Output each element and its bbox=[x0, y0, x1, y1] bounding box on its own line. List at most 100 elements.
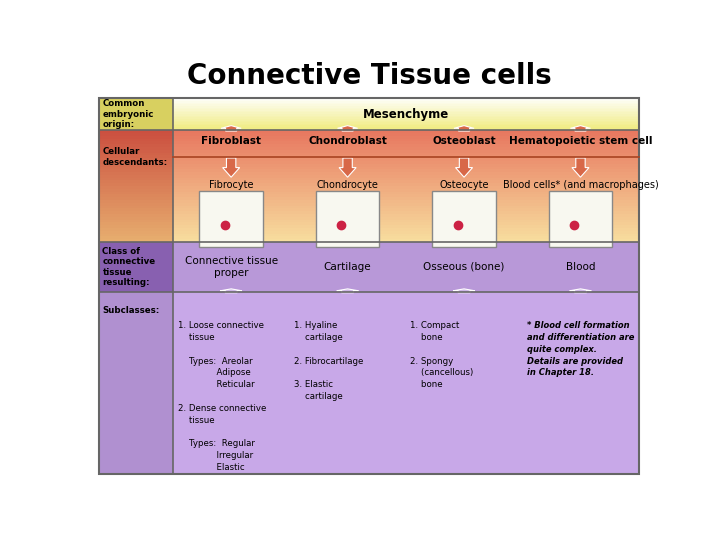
Bar bbox=[173, 156, 639, 158]
Bar bbox=[99, 180, 173, 183]
Bar bbox=[173, 214, 639, 217]
Bar bbox=[99, 175, 173, 178]
Bar bbox=[173, 147, 639, 150]
Bar bbox=[173, 166, 639, 170]
Bar bbox=[173, 222, 639, 225]
Bar bbox=[99, 141, 173, 144]
Bar bbox=[99, 233, 173, 237]
Bar bbox=[99, 222, 173, 225]
Bar bbox=[173, 203, 639, 206]
Bar bbox=[173, 150, 639, 153]
Bar bbox=[173, 120, 639, 122]
Bar bbox=[99, 203, 173, 206]
Polygon shape bbox=[337, 289, 359, 293]
Text: Hematopoietic stem cell: Hematopoietic stem cell bbox=[509, 137, 652, 146]
Bar bbox=[99, 217, 173, 220]
Bar bbox=[99, 189, 173, 192]
Text: Connective tissue
proper: Connective tissue proper bbox=[184, 256, 278, 278]
Bar bbox=[99, 136, 173, 139]
Bar bbox=[173, 99, 639, 101]
Text: Mesenchyme: Mesenchyme bbox=[363, 107, 449, 120]
Text: * Blood cell formation
and differentiation are
quite complex.
Details are provid: * Blood cell formation and differentiati… bbox=[527, 321, 634, 377]
Polygon shape bbox=[338, 126, 358, 131]
Bar bbox=[99, 214, 173, 217]
Bar bbox=[173, 141, 639, 144]
Bar bbox=[99, 228, 173, 231]
Bar bbox=[173, 98, 639, 99]
Text: Fibrocyte: Fibrocyte bbox=[209, 180, 253, 190]
Text: Osteocyte: Osteocyte bbox=[439, 180, 489, 190]
Bar bbox=[99, 208, 173, 211]
Bar bbox=[173, 101, 639, 103]
Bar bbox=[99, 220, 173, 222]
Bar bbox=[173, 194, 639, 197]
Bar bbox=[173, 111, 639, 112]
Bar bbox=[99, 292, 639, 475]
Text: Class of
connective
tissue
resulting:: Class of connective tissue resulting: bbox=[102, 247, 156, 287]
Bar bbox=[173, 183, 639, 186]
Polygon shape bbox=[453, 239, 475, 242]
Bar bbox=[99, 130, 173, 133]
Text: Chondroblast: Chondroblast bbox=[308, 137, 387, 146]
Bar bbox=[99, 164, 173, 166]
Bar bbox=[173, 133, 639, 136]
Bar bbox=[99, 206, 173, 208]
Bar bbox=[99, 239, 173, 242]
Bar bbox=[173, 217, 639, 220]
Bar bbox=[173, 124, 639, 125]
Bar bbox=[99, 133, 173, 136]
Bar bbox=[99, 231, 173, 233]
Text: Subclasses:: Subclasses: bbox=[102, 306, 160, 315]
Bar bbox=[99, 156, 173, 158]
Bar bbox=[173, 116, 639, 117]
Polygon shape bbox=[222, 158, 240, 177]
Bar bbox=[99, 144, 173, 147]
Bar bbox=[173, 125, 639, 127]
Bar bbox=[99, 158, 173, 161]
Bar bbox=[99, 186, 173, 189]
Bar bbox=[99, 200, 173, 203]
Bar bbox=[173, 136, 639, 139]
Bar bbox=[99, 242, 173, 292]
Bar bbox=[173, 106, 639, 107]
Bar bbox=[173, 237, 639, 239]
Bar bbox=[173, 104, 639, 106]
Polygon shape bbox=[221, 126, 241, 131]
Polygon shape bbox=[337, 239, 359, 242]
Polygon shape bbox=[570, 239, 591, 242]
Polygon shape bbox=[339, 158, 356, 177]
Bar bbox=[173, 164, 639, 166]
Bar bbox=[173, 239, 639, 242]
Text: Osteoblast: Osteoblast bbox=[432, 137, 496, 146]
Bar bbox=[99, 166, 173, 170]
Bar bbox=[173, 119, 639, 120]
Polygon shape bbox=[570, 289, 591, 293]
Bar bbox=[173, 170, 639, 172]
Text: 1. Loose connective
    tissue

    Types:  Areolar
              Adipose
      : 1. Loose connective tissue Types: Areola… bbox=[178, 321, 266, 472]
Text: 1. Compact
    bone

2. Spongy
    (cancellous)
    bone: 1. Compact bone 2. Spongy (cancellous) b… bbox=[410, 321, 474, 389]
Bar bbox=[173, 192, 639, 194]
Bar bbox=[549, 191, 612, 247]
Text: Blood cells* (and macrophages): Blood cells* (and macrophages) bbox=[503, 180, 658, 190]
Bar bbox=[173, 178, 639, 180]
Polygon shape bbox=[572, 158, 589, 177]
Bar bbox=[316, 191, 379, 247]
Bar bbox=[99, 172, 173, 175]
Polygon shape bbox=[220, 289, 242, 293]
Bar bbox=[99, 183, 173, 186]
Bar bbox=[173, 231, 639, 233]
Polygon shape bbox=[570, 126, 590, 131]
Bar bbox=[173, 172, 639, 175]
Bar bbox=[173, 228, 639, 231]
Text: 1. Hyaline
    cartilage

2. Fibrocartilage

3. Elastic
    cartilage: 1. Hyaline cartilage 2. Fibrocartilage 3… bbox=[294, 321, 364, 401]
Bar bbox=[173, 220, 639, 222]
Bar bbox=[173, 130, 639, 133]
Text: Cellular
descendants:: Cellular descendants: bbox=[102, 147, 168, 166]
Bar bbox=[173, 117, 639, 119]
Bar bbox=[173, 175, 639, 178]
Bar bbox=[173, 197, 639, 200]
Bar bbox=[173, 129, 639, 130]
Bar bbox=[173, 103, 639, 104]
Bar bbox=[173, 186, 639, 189]
Bar bbox=[99, 178, 173, 180]
